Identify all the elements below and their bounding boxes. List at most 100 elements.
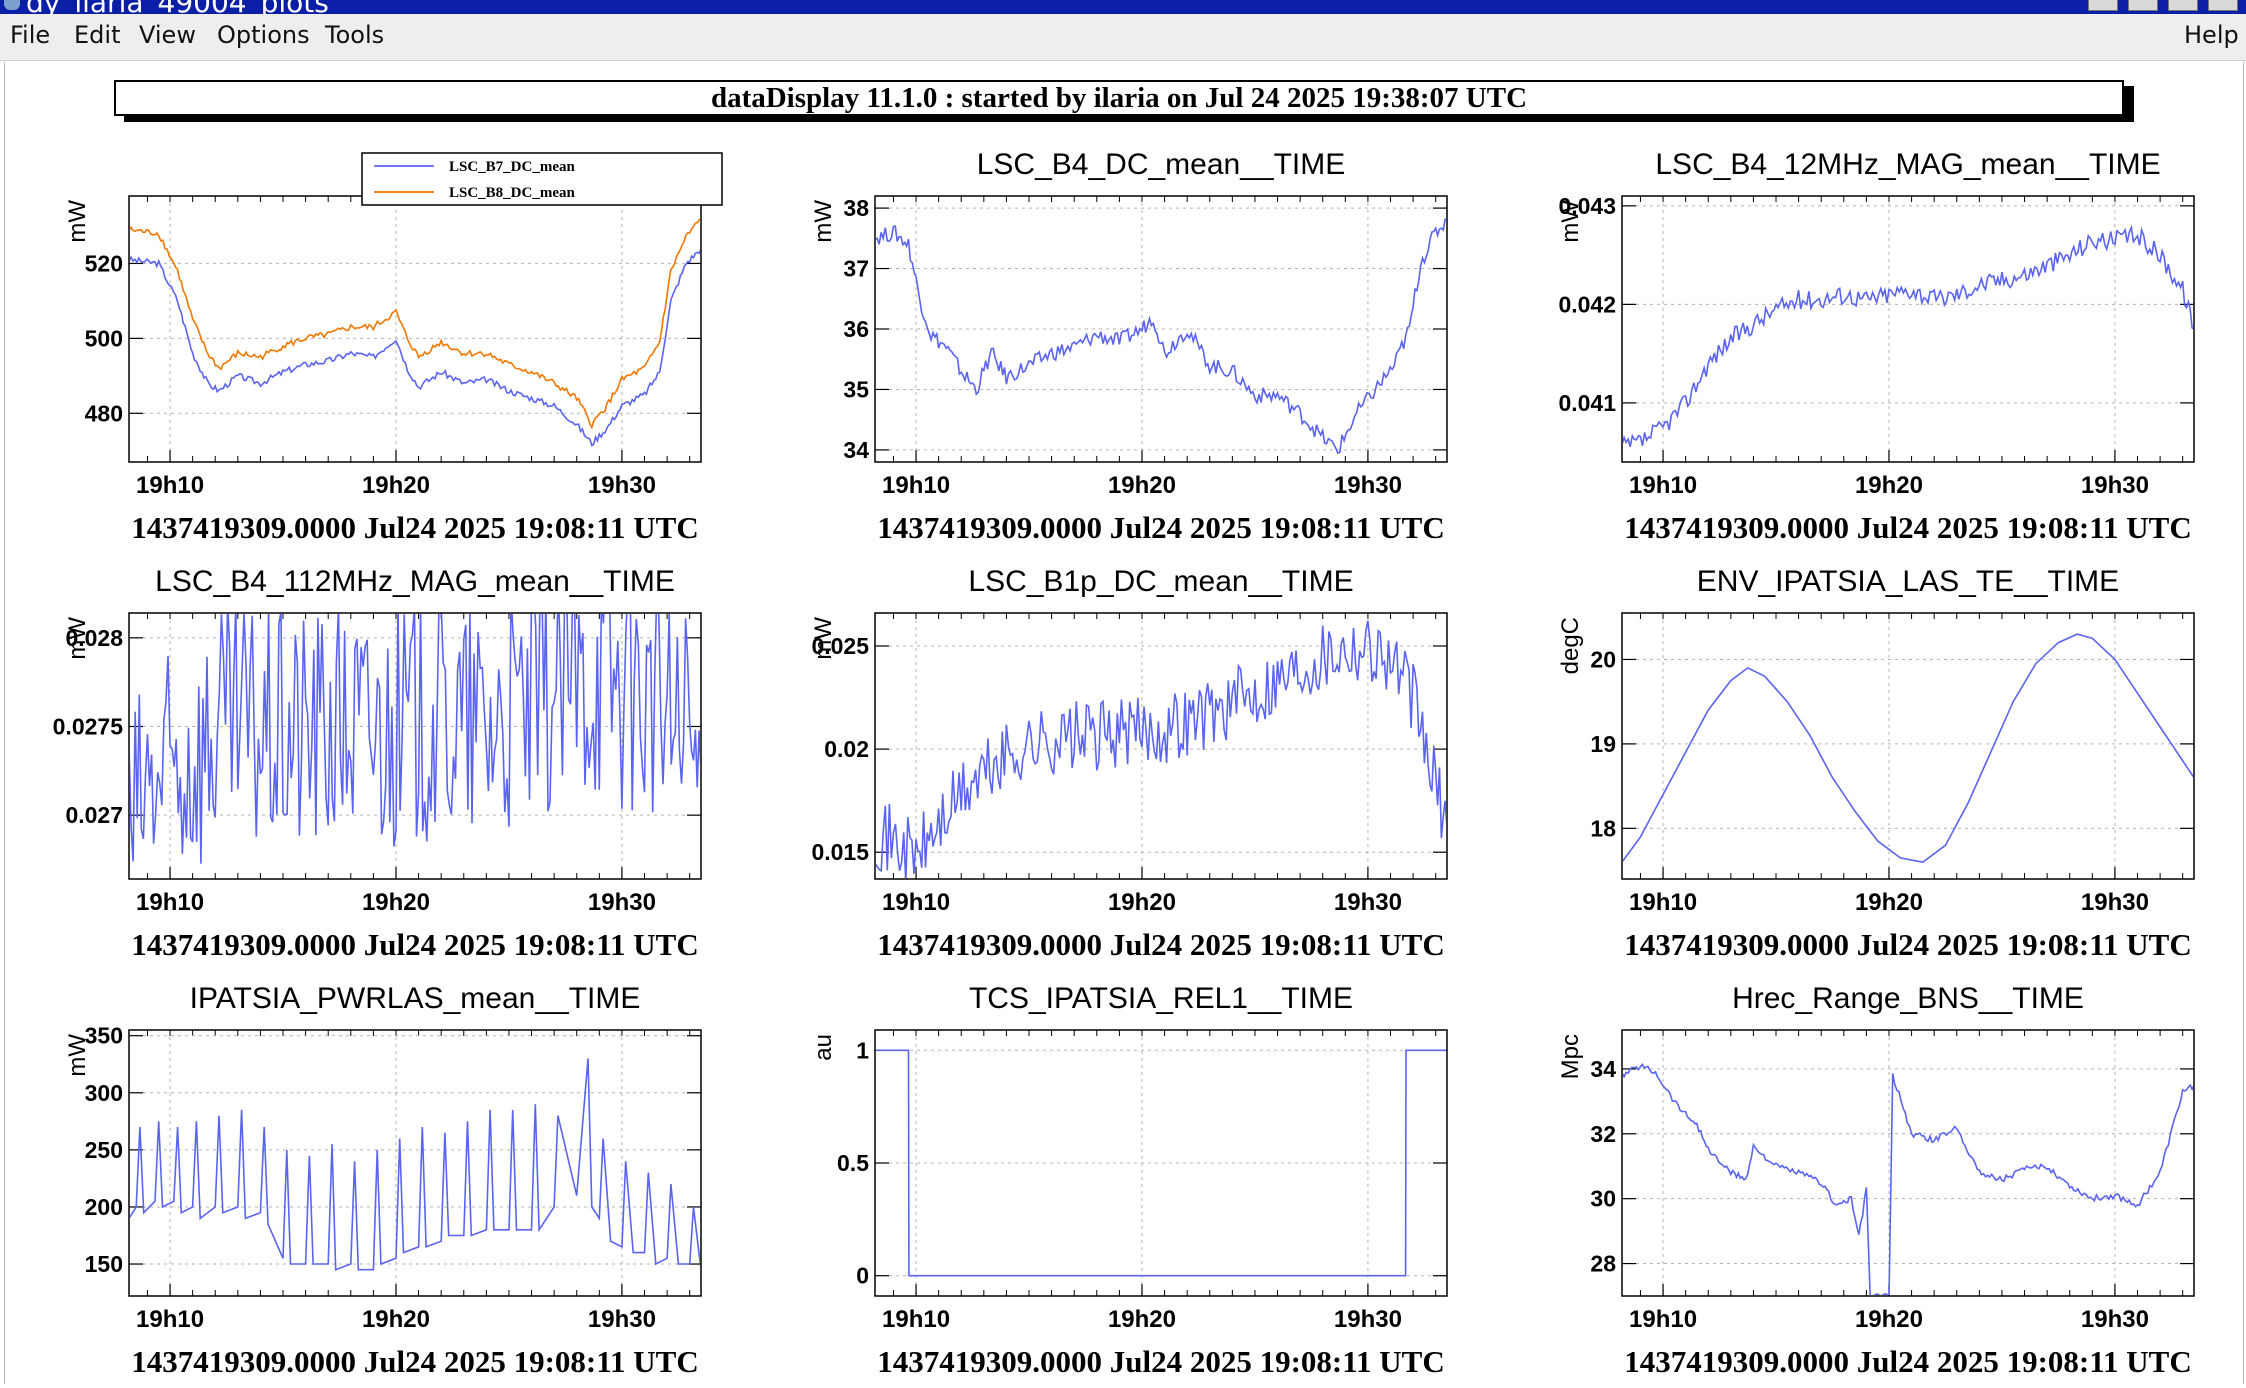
minimize-icon[interactable] <box>2128 0 2158 11</box>
x-tick-label: 19h30 <box>588 889 656 916</box>
y-tick-label: 32 <box>1590 1121 1616 1147</box>
plot-frame <box>1621 612 2195 880</box>
x-tick-label: 19h10 <box>1629 889 1697 916</box>
menu-options[interactable]: Options <box>217 21 310 49</box>
series-line-1 <box>1623 224 2193 448</box>
x-tick-label: 19h20 <box>1108 472 1176 499</box>
y-axis-label: mW <box>64 200 91 243</box>
y-tick-label: 300 <box>85 1080 123 1106</box>
y-axis-label: au <box>810 1034 837 1061</box>
plot-frame <box>128 1029 702 1297</box>
legend-entry: LSC_B7_DC_mean <box>449 159 576 175</box>
x-tick-label: 19h10 <box>1629 1306 1697 1333</box>
x-tick-label: 19h20 <box>1108 1306 1176 1333</box>
y-tick-label: 200 <box>85 1194 123 1220</box>
x-tick-label: 19h10 <box>136 889 204 916</box>
x-tick-label: 19h20 <box>1855 1306 1923 1333</box>
y-tick-label: 28 <box>1590 1251 1616 1277</box>
y-axis-label: Mpc <box>1557 1034 1584 1079</box>
chart-title: LSC_B4_12MHz_MAG_mean__TIME <box>1655 148 2160 181</box>
chart-1: 19h10 19h20 19h30 480 500 520 mW 1437419309.000… <box>64 152 723 545</box>
chart-title: LSC_B4_DC_mean__TIME <box>977 148 1346 181</box>
y-tick-label: 34 <box>843 437 869 463</box>
y-tick-label: 0.028 <box>65 625 123 651</box>
x-axis-label: 1437419309.0000 Jul24 2025 19:08:11 UTC <box>1624 1344 2192 1379</box>
x-axis-label: 1437419309.0000 Jul24 2025 19:08:11 UTC <box>131 927 699 962</box>
x-tick-label: 19h30 <box>2081 1306 2149 1333</box>
chart-title: LSC_B4_112MHz_MAG_mean__TIME <box>155 565 675 598</box>
app-icon <box>4 0 20 10</box>
y-tick-label: 520 <box>85 250 123 276</box>
x-axis-label: 1437419309.0000 Jul24 2025 19:08:11 UTC <box>877 927 1445 962</box>
chart-8: 19h10 19h20 19h30 0 0.5 1 au TCS_IPATSIA_REL1__… <box>810 982 1448 1379</box>
y-tick-label: 0.042 <box>1558 291 1616 317</box>
y-axis-label: mW <box>1557 200 1584 243</box>
y-tick-label: 500 <box>85 325 123 351</box>
y-tick-label: 35 <box>843 376 869 402</box>
plot-frame <box>1621 195 2195 463</box>
y-tick-label: 0.02 <box>824 736 869 762</box>
y-axis-label: mW <box>64 1034 91 1077</box>
y-tick-label: 0.027 <box>65 802 123 828</box>
y-tick-label: 30 <box>1590 1186 1616 1212</box>
series-line-1 <box>1623 633 2193 863</box>
menu-arrow-icon[interactable] <box>2088 0 2118 11</box>
y-tick-label: 0.0275 <box>53 713 124 739</box>
x-tick-label: 19h30 <box>588 1306 656 1333</box>
x-axis-label: 1437419309.0000 Jul24 2025 19:08:11 UTC <box>131 510 699 545</box>
menubar: File Edit View Options Tools Help <box>0 14 2246 61</box>
x-axis-label: 1437419309.0000 Jul24 2025 19:08:11 UTC <box>1624 510 2192 545</box>
menu-view[interactable]: View <box>139 21 196 49</box>
y-axis-label: mW <box>64 617 91 660</box>
legend-box <box>361 152 723 206</box>
close-icon[interactable] <box>2208 0 2238 11</box>
y-tick-label: 20 <box>1590 646 1616 672</box>
x-axis-label: 1437419309.0000 Jul24 2025 19:08:11 UTC <box>877 510 1445 545</box>
menu-file[interactable]: File <box>10 21 51 49</box>
y-tick-label: 1 <box>856 1037 869 1063</box>
y-tick-label: 150 <box>85 1251 123 1277</box>
y-tick-label: 18 <box>1590 815 1616 841</box>
plot-frame <box>128 195 702 463</box>
series-line-1 <box>130 248 700 447</box>
x-tick-label: 19h10 <box>136 472 204 499</box>
series-line-1 <box>876 1049 1446 1277</box>
chart-title: LSC_B1p_DC_mean__TIME <box>968 565 1353 598</box>
y-tick-label: 38 <box>843 195 869 221</box>
window-title: dy_ilaria_49004_plots <box>26 0 329 14</box>
x-tick-label: 19h30 <box>2081 472 2149 499</box>
y-axis-label: mW <box>810 617 837 660</box>
series-line-1 <box>876 218 1446 455</box>
y-tick-label: 37 <box>843 256 869 282</box>
plot-frame <box>874 612 1448 880</box>
x-tick-label: 19h10 <box>1629 472 1697 499</box>
y-axis-label: degC <box>1557 617 1584 674</box>
x-tick-label: 19h20 <box>1855 889 1923 916</box>
x-axis-label: 1437419309.0000 Jul24 2025 19:08:11 UTC <box>877 1344 1445 1379</box>
maximize-icon[interactable] <box>2168 0 2198 11</box>
series-line-2 <box>130 218 700 430</box>
menu-edit[interactable]: Edit <box>74 21 121 49</box>
x-tick-label: 19h20 <box>362 889 430 916</box>
menu-help[interactable]: Help <box>2184 21 2239 49</box>
chart-title: Hrec_Range_BNS__TIME <box>1732 982 2084 1015</box>
chart-title: TCS_IPATSIA_REL1__TIME <box>969 982 1353 1015</box>
legend-entry: LSC_B8_DC_mean <box>449 185 576 201</box>
x-tick-label: 19h20 <box>1855 472 1923 499</box>
x-tick-label: 19h20 <box>362 472 430 499</box>
x-axis-label: 1437419309.0000 Jul24 2025 19:08:11 UTC <box>131 1344 699 1379</box>
banner-text: dataDisplay 11.1.0 : started by ilaria o… <box>710 82 1528 114</box>
legend: LSC_B7_DC_mean LSC_B8_DC_mean <box>361 152 723 206</box>
x-tick-label: 19h30 <box>2081 889 2149 916</box>
x-tick-label: 19h10 <box>136 1306 204 1333</box>
menu-tools[interactable]: Tools <box>325 21 385 49</box>
y-tick-label: 0.025 <box>811 633 869 659</box>
plot-frame <box>1621 1029 2195 1297</box>
x-axis-label: 1437419309.0000 Jul24 2025 19:08:11 UTC <box>1624 927 2192 962</box>
x-tick-label: 19h20 <box>1108 889 1176 916</box>
